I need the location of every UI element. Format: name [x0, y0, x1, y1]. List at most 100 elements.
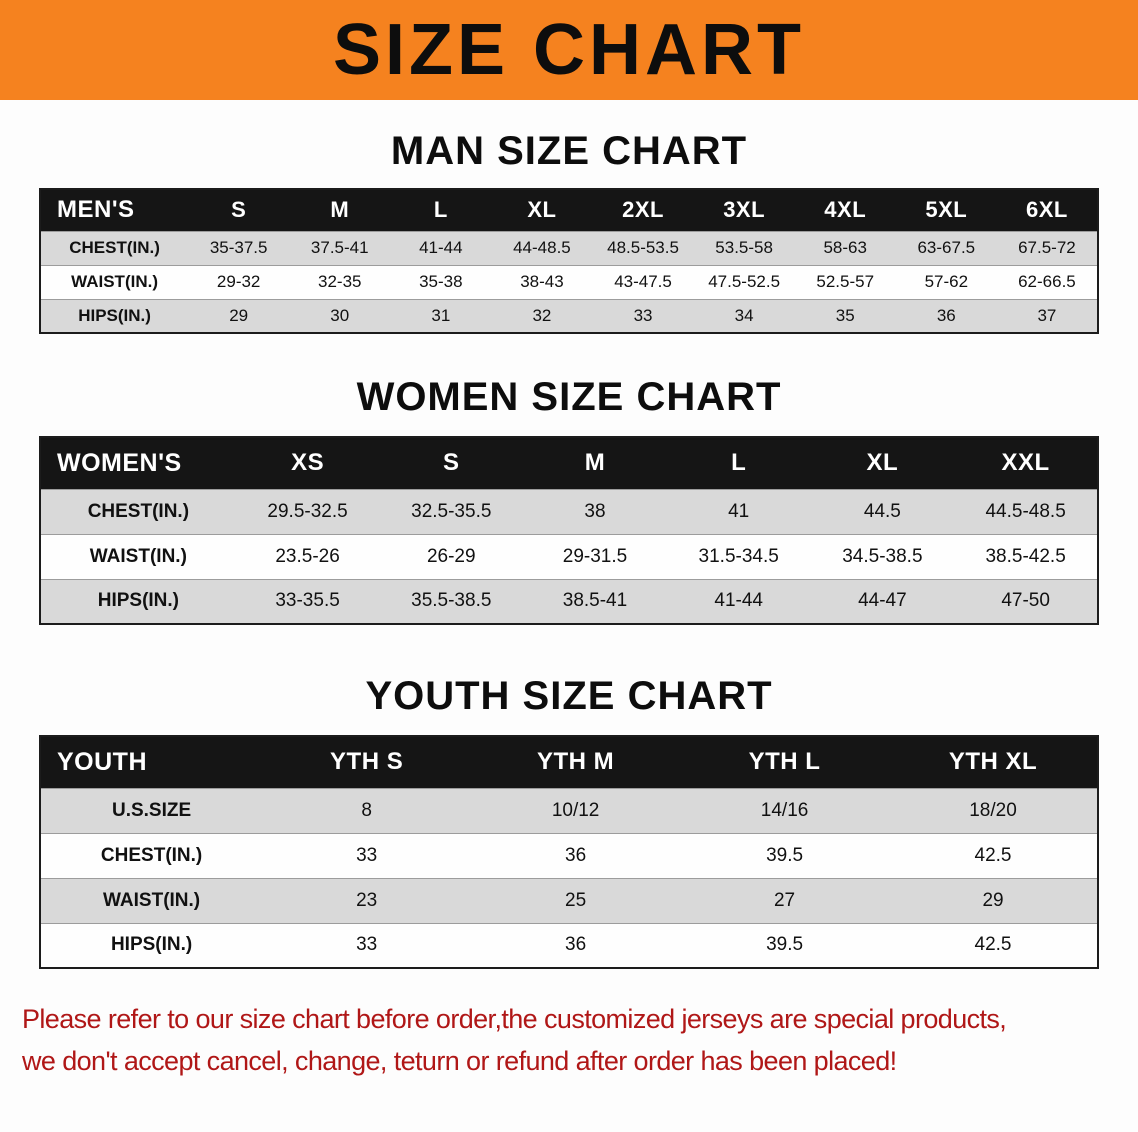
size-column-header: XS: [235, 437, 380, 489]
measure-value-cell: 34.5-38.5: [842, 545, 923, 567]
measure-value-cell: 29-31.5: [562, 545, 628, 567]
measure-value-cell: 38-43: [520, 272, 564, 291]
size-column-header: 6XL: [996, 189, 1098, 231]
measure-value-cell: 44-47: [858, 590, 907, 612]
measure-value-cell: 10/12: [551, 799, 600, 821]
measure-value-cell: 27: [773, 889, 796, 911]
table-header-row: WOMEN'S XS S M L XL XXL: [40, 437, 1098, 489]
youth-size-section: YOUTH SIZE CHART YOUTH YTH S YTH M YTH L YTH…: [0, 673, 1138, 969]
measure-value-cell: 38.5-42.5: [985, 545, 1066, 567]
measure-value-cell: 42.5: [974, 844, 1012, 866]
measure-value-cell: 35.5-38.5: [411, 590, 492, 612]
table-row: CHEST(IN.) 33 36 39.5 42.5: [40, 833, 1098, 878]
man-section-heading: MAN SIZE CHART: [390, 129, 748, 173]
table-row: U.S.SIZE 8 10/12 14/16 18/20: [40, 788, 1098, 833]
size-column-header: 5XL: [895, 189, 997, 231]
size-column-header: XL: [810, 437, 955, 489]
measure-value-cell: 36: [565, 934, 587, 956]
man-size-section: MAN SIZE CHART MEN'S S M L XL 2XL 3XL 4XL 5XL 6XL…: [0, 128, 1138, 334]
measure-value-cell: 26-29: [426, 545, 476, 567]
measure-value-cell: 57-62: [924, 272, 969, 291]
measure-value-cell: 33: [356, 844, 378, 866]
measure-label-cell: WAIST(IN.): [89, 545, 187, 567]
measure-value-cell: 32-35: [318, 272, 362, 291]
size-column-header: M: [289, 189, 391, 231]
measure-value-cell: 44.5: [863, 500, 901, 522]
measure-label-cell: HIPS(IN.): [110, 934, 193, 956]
measure-value-cell: 35-37.5: [209, 238, 268, 257]
measure-value-cell: 32.5-35.5: [411, 500, 492, 522]
measure-value-cell: 8: [361, 799, 372, 821]
measure-value-cell: 35-38: [419, 272, 463, 291]
banner: SIZE CHART: [0, 0, 1138, 100]
measure-value-cell: 14/16: [760, 799, 809, 821]
size-column-header: YTH S: [262, 736, 472, 788]
size-column-header: YTH L: [680, 736, 890, 788]
table-row: WAIST(IN.) 23.5-26 26-29 29-31.5 31.5-34.5 34…: [40, 534, 1098, 579]
measure-value-cell: 18/20: [969, 799, 1017, 821]
youth-section-heading: YOUTH SIZE CHART: [365, 674, 773, 718]
women-size-section: WOMEN SIZE CHART WOMEN'S XS S M L XL XXL CHEST(…: [0, 374, 1138, 625]
disclaimer-line-2: we don't accept cancel, change, teturn o…: [22, 1045, 897, 1076]
measure-value-cell: 35: [835, 305, 855, 325]
measure-value-cell: 39.5: [766, 844, 804, 866]
measure-label-cell: CHEST(IN.): [69, 238, 160, 257]
table-row: WAIST(IN.) 23 25 27 29: [40, 878, 1098, 923]
table-header-row: YOUTH YTH S YTH M YTH L YTH XL: [40, 736, 1098, 788]
measure-value-cell: 47-50: [1001, 590, 1050, 612]
measure-value-cell: 36: [565, 844, 587, 866]
measure-value-cell: 52.5-57: [816, 272, 875, 291]
measure-label-cell: CHEST(IN.): [87, 500, 190, 522]
measure-value-cell: 29: [229, 305, 249, 325]
measure-value-cell: 53.5-58: [715, 238, 773, 257]
measure-value-cell: 47.5-52.5: [708, 272, 781, 291]
measure-value-cell: 29.5-32.5: [267, 500, 348, 522]
table-header-row: MEN'S S M L XL 2XL 3XL 4XL 5XL 6XL: [40, 189, 1098, 231]
measure-value-cell: 62-66.5: [1018, 272, 1076, 291]
measure-label-cell: U.S.SIZE: [111, 799, 192, 821]
table-row: HIPS(IN.) 33 36 39.5 42.5: [40, 923, 1098, 968]
measure-value-cell: 41-44: [419, 238, 463, 257]
disclaimer-line-1: Please refer to our size chart before or…: [22, 1004, 1007, 1034]
size-column-header: XL: [491, 189, 593, 231]
measure-value-cell: 39.5: [766, 934, 804, 956]
page-title: SIZE CHART: [333, 10, 805, 90]
measure-value-cell: 38.5-41: [562, 590, 628, 612]
disclaimer: Please refer to our size chart before or…: [22, 999, 1116, 1083]
table-row: CHEST(IN.) 29.5-32.5 32.5-35.5 38 41 44.5 44.5…: [40, 489, 1098, 534]
size-column-header: M: [523, 437, 667, 489]
measure-value-cell: 33: [356, 934, 378, 956]
youth-size-table: YOUTH YTH S YTH M YTH L YTH XL U.S.SIZE 8 10/12…: [39, 735, 1099, 969]
measure-value-cell: 29-32: [216, 272, 261, 291]
measure-value-cell: 63-67.5: [917, 238, 976, 257]
table-row: CHEST(IN.) 35-37.5 37.5-41 41-44 44-48.5 48.5…: [40, 231, 1098, 265]
measure-value-cell: 30: [330, 305, 350, 325]
measure-value-cell: 32: [532, 305, 552, 325]
size-column-header: YTH M: [471, 736, 681, 788]
measure-label-cell: HIPS(IN.): [78, 305, 151, 325]
size-chart-page: SIZE CHART MAN SIZE CHART MEN'S S M L XL 2XL 3…: [0, 0, 1138, 1083]
size-column-header: S: [379, 437, 524, 489]
measure-label-cell: WAIST(IN.): [103, 889, 201, 911]
measure-value-cell: 67.5-72: [1018, 238, 1076, 257]
measure-value-cell: 37: [1037, 305, 1057, 325]
measure-value-cell: 43-47.5: [614, 272, 672, 291]
size-column-header: 2XL: [592, 189, 694, 231]
measure-value-cell: 23.5-26: [275, 545, 340, 567]
measure-value-cell: 58-63: [823, 238, 867, 257]
measure-value-cell: 33-35.5: [275, 590, 340, 612]
measure-value-cell: 31.5-34.5: [698, 545, 779, 567]
table-row: WAIST(IN.) 29-32 32-35 35-38 38-43 43-47.5 47.…: [40, 265, 1098, 299]
measure-value-cell: 44-48.5: [513, 238, 571, 257]
table-label-header: YOUTH: [40, 736, 263, 788]
measure-value-cell: 25: [565, 889, 587, 911]
size-column-header: S: [188, 189, 290, 231]
measure-value-cell: 37.5-41: [310, 238, 369, 257]
measure-value-cell: 44.5-48.5: [985, 500, 1066, 522]
measure-value-cell: 29: [982, 889, 1004, 911]
measure-value-cell: 38: [584, 500, 606, 522]
size-column-header: 4XL: [794, 189, 896, 231]
measure-value-cell: 42.5: [974, 934, 1012, 956]
size-column-header: 3XL: [693, 189, 795, 231]
table-row: HIPS(IN.) 33-35.5 35.5-38.5 38.5-41 41-44 44-…: [40, 579, 1098, 624]
